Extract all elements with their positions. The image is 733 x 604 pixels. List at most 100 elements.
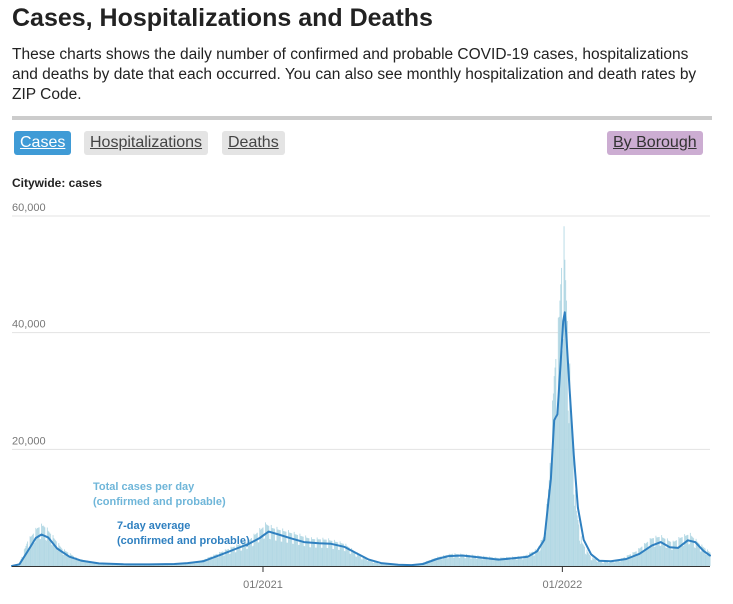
tab-cases[interactable]: Cases [14,131,72,155]
daily-case-bar [216,553,218,566]
daily-case-bar [542,538,544,566]
daily-case-bar [228,554,230,566]
daily-case-bar [532,551,534,566]
daily-case-bar [73,559,75,566]
daily-case-bar [348,547,350,566]
daily-case-bar [338,549,339,566]
daily-case-bar [589,554,590,566]
daily-case-bar [324,539,326,566]
daily-case-bar [688,544,690,566]
daily-case-bar [38,527,40,566]
daily-case-bar [455,553,457,566]
daily-case-bar [382,563,384,566]
daily-case-bar [52,535,54,566]
daily-case-bar [99,563,101,566]
daily-case-bar [566,321,568,566]
daily-case-bar [373,562,375,566]
daily-case-bar [350,554,352,566]
daily-case-bar [551,471,553,566]
daily-case-bar [545,532,547,566]
daily-case-bar [466,554,468,566]
daily-case-bar [303,546,305,566]
daily-case-bar [635,551,637,566]
daily-case-bar [517,555,519,566]
daily-case-bar [84,560,86,566]
daily-case-bar [370,560,372,566]
daily-case-bar [680,537,682,566]
daily-case-bar [57,550,59,566]
daily-case-bar [446,555,448,566]
daily-case-bar [685,535,687,566]
daily-case-bar [470,558,472,566]
daily-case-bar [234,552,236,566]
daily-case-bar [523,555,525,566]
daily-case-bar [205,558,207,566]
daily-case-bar [634,551,636,566]
daily-case-bar [227,549,229,566]
daily-case-bar [456,554,458,566]
daily-case-bar [41,525,43,566]
daily-case-bar [255,534,257,566]
daily-case-bar [389,564,391,566]
daily-case-bar [383,564,385,566]
daily-case-bar [492,557,494,566]
daily-case-bar [433,558,435,566]
daily-case-bar [186,562,188,566]
daily-case-bar [194,563,196,566]
daily-case-bar [597,561,599,566]
daily-case-bar [528,557,530,566]
series-labels: Total cases per day (confirmed and probab… [93,481,250,547]
daily-case-bar [485,556,487,566]
daily-case-bar [502,557,504,566]
daily-case-bar [97,564,99,566]
daily-case-bar [586,549,588,566]
daily-case-bar [247,538,249,566]
daily-case-bar [65,551,67,566]
daily-case-bar [206,560,208,566]
daily-case-bar [480,556,482,566]
daily-case-bar [148,564,150,566]
daily-case-bar [428,560,430,566]
tab-hospitalizations[interactable]: Hospitalizations [84,131,209,155]
daily-case-bar [585,554,587,566]
daily-case-bar [611,561,613,566]
daily-case-bar [557,412,558,566]
by-borough-button[interactable]: By Borough [607,131,703,155]
daily-case-bar [513,556,515,566]
daily-case-bar [46,527,48,566]
daily-case-bar [355,556,357,566]
daily-case-bar [25,545,27,566]
daily-case-bar [501,557,503,566]
daily-case-bar [101,563,103,566]
daily-case-bar [324,539,325,566]
daily-case-bar [27,548,29,566]
daily-case-bar [236,544,238,566]
daily-case-bar [692,537,694,566]
daily-case-bar [68,557,70,566]
daily-case-bar [621,558,622,566]
seven-day-average-label: 7-day average (confirmed and probable) [117,520,250,547]
daily-case-bar [543,536,544,566]
daily-case-bar [559,300,561,566]
daily-case-bar [544,538,546,566]
daily-case-bar [562,339,564,566]
daily-case-bar [184,562,186,566]
daily-case-bar [320,547,322,566]
daily-case-bar [332,548,334,566]
daily-case-bar [356,556,357,566]
daily-case-bar [576,515,578,566]
daily-case-bar [388,563,389,566]
daily-case-bar [639,548,640,566]
daily-case-bar [110,563,112,566]
daily-case-bar [607,561,608,566]
daily-case-bar [363,557,365,566]
daily-case-bar [331,540,333,566]
daily-case-bar [520,556,522,566]
daily-case-bar [653,546,655,566]
daily-case-bar [209,557,211,566]
daily-case-bar [30,537,32,566]
daily-case-bar [203,559,205,566]
daily-case-bar [529,552,531,566]
tab-deaths[interactable]: Deaths [222,131,285,155]
daily-case-bar [612,560,614,566]
